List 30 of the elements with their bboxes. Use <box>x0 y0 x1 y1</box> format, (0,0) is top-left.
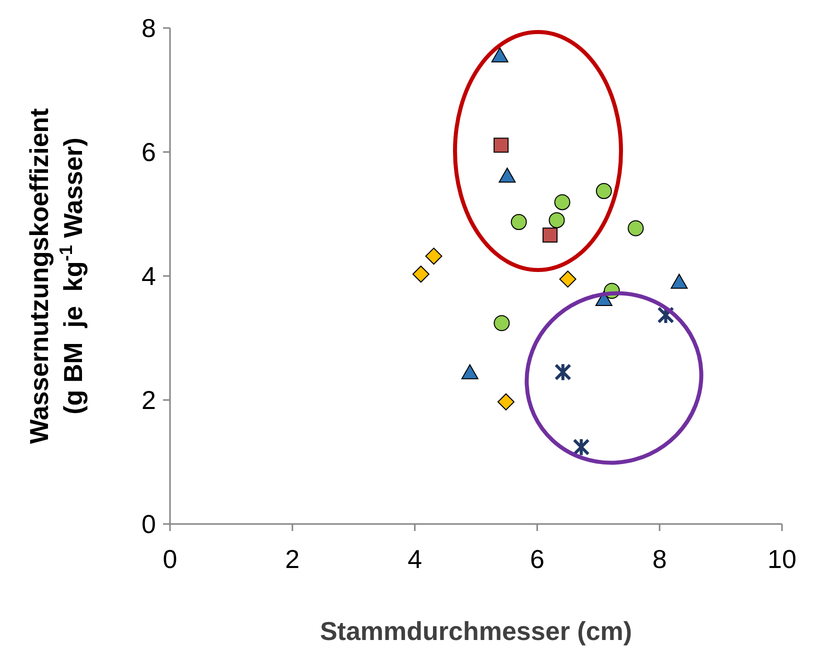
y-tick-label: 0 <box>142 509 156 540</box>
y-tick-label: 4 <box>142 261 156 292</box>
x-axis-title: Stammdurchmesser (cm) <box>320 616 632 646</box>
point <box>425 248 442 265</box>
point <box>491 47 508 62</box>
x-tick-label: 2 <box>285 544 300 574</box>
point <box>412 266 430 283</box>
point <box>559 270 576 288</box>
point <box>461 364 478 380</box>
point <box>670 274 688 289</box>
x-tick-label: 8 <box>652 544 667 574</box>
point <box>497 393 514 410</box>
point <box>554 362 572 382</box>
point <box>510 214 527 230</box>
x-tick-label: 4 <box>408 544 422 574</box>
x-tick-label: 6 <box>530 544 544 574</box>
x-tick-label: 10 <box>768 544 796 574</box>
point <box>596 183 612 200</box>
point <box>548 212 565 228</box>
y-tick-label: 6 <box>142 137 156 168</box>
point <box>572 438 590 457</box>
y-tick-label: 8 <box>142 13 156 44</box>
point <box>498 168 516 183</box>
point <box>554 194 570 210</box>
y-tick-label: 2 <box>142 385 156 416</box>
point <box>542 228 558 243</box>
point <box>494 138 509 153</box>
x-tick-label: 0 <box>162 544 178 574</box>
point <box>494 315 510 332</box>
point <box>628 220 644 236</box>
